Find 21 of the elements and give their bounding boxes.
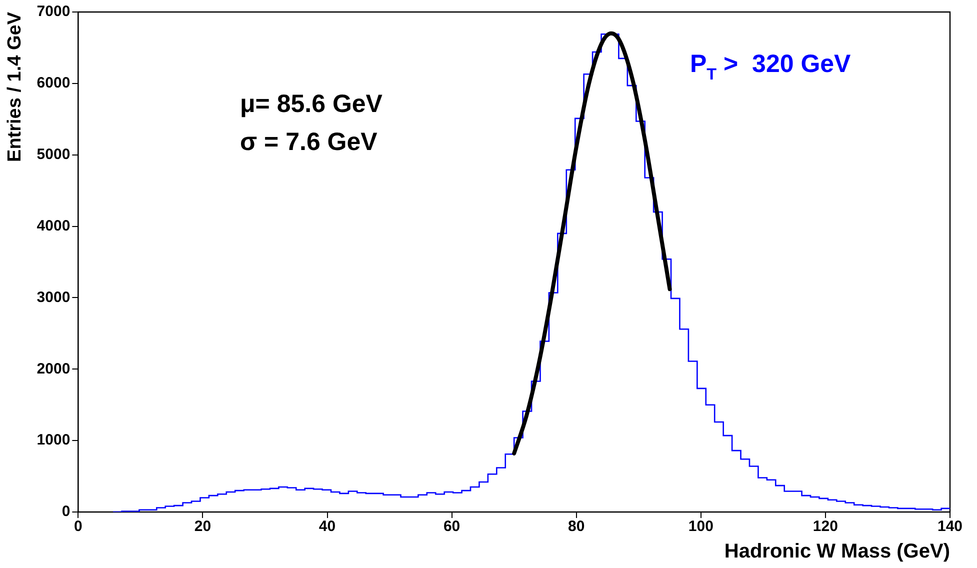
x-tick-label: 140	[937, 518, 963, 536]
x-tick-label: 40	[318, 518, 336, 536]
annotation: σ = 7.6 GeV	[240, 128, 378, 156]
y-tick-label: 2000	[36, 360, 70, 378]
x-tick-label: 60	[443, 518, 460, 536]
x-tick-label: 100	[688, 518, 714, 536]
x-axis-title: Hadronic W Mass (GeV)	[724, 540, 950, 563]
x-tick-label: 20	[194, 518, 212, 536]
y-tick-label: 5000	[36, 146, 70, 163]
y-tick-label: 7000	[36, 3, 70, 20]
y-tick-label: 1000	[36, 432, 70, 449]
line-series	[512, 31, 672, 456]
y-tick-label: 3000	[36, 288, 70, 306]
x-tick-label: 80	[568, 518, 585, 536]
y-tick-label: 0	[62, 503, 70, 520]
annotation: μ= 85.6 GeV	[240, 90, 383, 118]
y-tick-label: 4000	[36, 217, 70, 234]
y-axis-title: Entries / 1.4 GeV	[4, 12, 26, 162]
x-tick-label: 0	[74, 518, 82, 536]
x-tick-label: 120	[812, 518, 838, 536]
y-tick-label: 6000	[36, 74, 70, 92]
